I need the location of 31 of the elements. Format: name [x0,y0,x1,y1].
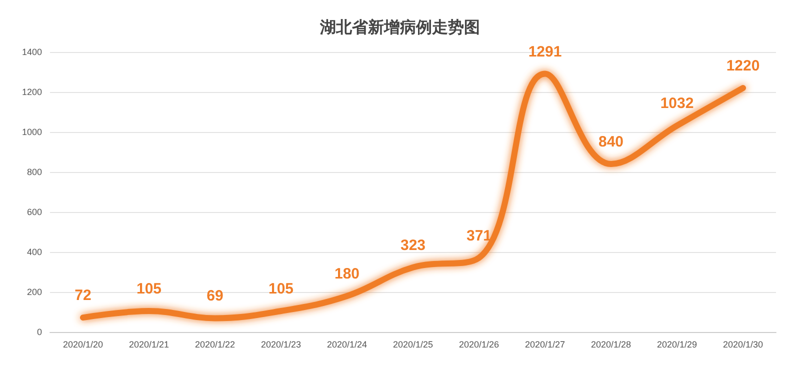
x-tick-label: 2020/1/20 [62,340,104,350]
y-tick-label: 0 [36,327,42,337]
data-label: 371 [466,227,492,244]
x-tick-label: 2020/1/25 [392,340,434,350]
y-tick-label: 1200 [22,87,42,97]
y-tick-label: 400 [26,247,42,257]
data-label: 72 [74,287,92,304]
chart-title: 湖北省新增病例走势图 [319,18,480,36]
data-label: 69 [206,288,224,305]
y-tick-label: 200 [26,287,42,297]
y-tick-label: 600 [26,207,42,217]
data-label: 105 [136,280,162,298]
x-tick-label: 2020/1/23 [260,340,302,350]
y-tick-label: 1000 [22,127,42,137]
x-tick-label: 2020/1/26 [458,340,500,350]
y-tick-label: 1400 [22,47,42,57]
x-tick-label: 2020/1/21 [128,340,170,350]
data-label: 323 [400,236,426,254]
data-label: 840 [598,134,624,150]
data-label: 180 [334,266,360,282]
x-tick-label: 2020/1/30 [722,340,764,350]
data-label: 1220 [726,58,760,74]
data-label: 105 [268,280,294,298]
y-tick-label: 800 [26,167,42,177]
x-tick-label: 2020/1/24 [326,340,368,350]
x-tick-label: 2020/1/28 [590,340,632,350]
data-label: 1032 [660,95,694,112]
x-tick-label: 2020/1/29 [656,340,698,350]
data-label: 1291 [528,43,562,60]
x-tick-label: 2020/1/27 [524,340,566,350]
x-tick-label: 2020/1/22 [194,340,236,350]
